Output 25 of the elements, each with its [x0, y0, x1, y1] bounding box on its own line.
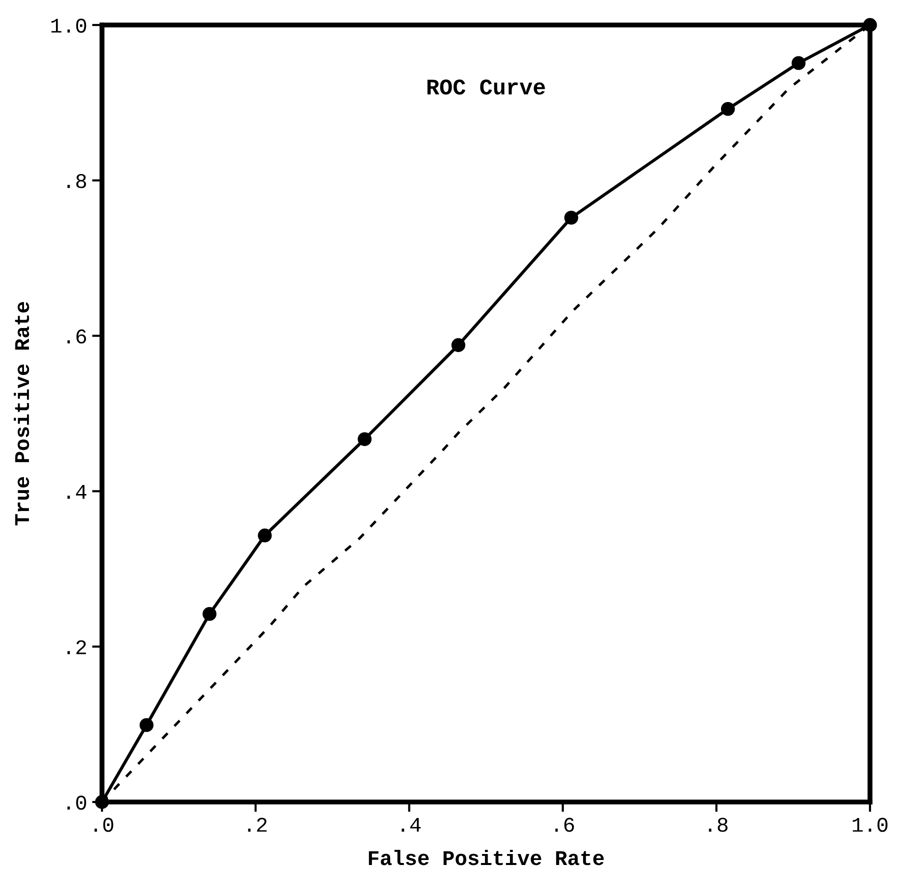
point	[95, 795, 109, 809]
point	[140, 718, 154, 732]
y-tick-label: .6	[67, 329, 86, 344]
text: ROC Curve	[427, 80, 545, 95]
x-tick-label: .0	[94, 818, 114, 832]
x-tick-label: .4	[402, 818, 421, 832]
y-tick-label: .0	[67, 796, 86, 810]
y-axis-title: True Positive Rate	[14, 302, 30, 526]
point	[863, 18, 877, 32]
x-tick-label: .2	[248, 818, 267, 832]
x-tick-label: 1.0	[852, 818, 888, 832]
point	[451, 338, 466, 352]
y-tick-label: 1.0	[51, 18, 86, 33]
point	[358, 432, 372, 446]
point	[564, 210, 578, 225]
x-axis-title: False Positive Rate	[368, 850, 604, 866]
point	[792, 56, 806, 70]
x-tick-label: .6	[555, 818, 574, 832]
y-tick-label: .2	[67, 640, 86, 654]
y-tick-label: .8	[67, 174, 86, 188]
y-tick-label: .4	[67, 485, 86, 499]
x-tick-label: .8	[708, 818, 728, 832]
point	[720, 102, 735, 116]
point	[202, 607, 216, 621]
point	[258, 528, 272, 542]
